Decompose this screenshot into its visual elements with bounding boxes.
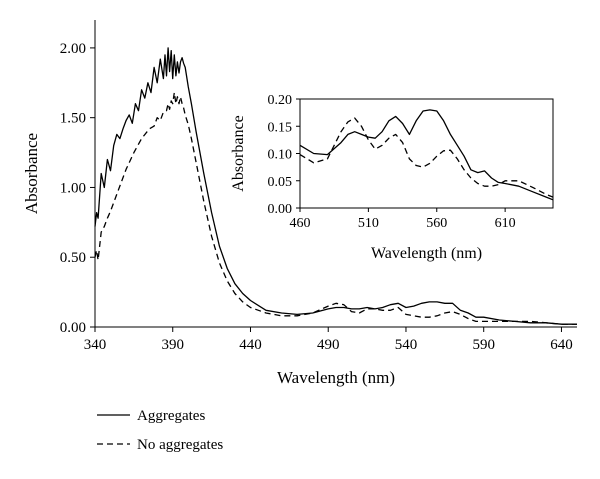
inset-y-tick-label: 0.05 <box>268 175 293 190</box>
main-x-tick-label: 340 <box>84 337 107 353</box>
inset-x-tick-label: 610 <box>495 216 516 231</box>
main-chart: 0.00 0.50 1.00 1.50 2.00 340 390 440 490 540 590 64… <box>22 20 577 387</box>
main-x-tick-label: 590 <box>472 337 495 353</box>
main-y-tick-label: 1.00 <box>60 180 86 196</box>
main-x-tick-label: 440 <box>239 337 262 353</box>
inset-x-tick-label: 560 <box>426 216 447 231</box>
inset-plot-frame <box>299 98 554 209</box>
legend: Aggregates No aggregates <box>97 408 223 453</box>
main-y-tick-label: 1.50 <box>60 111 86 127</box>
main-y-tick-label: 0.00 <box>60 320 86 336</box>
main-series-aggregates <box>94 47 577 325</box>
inset-y-axis-title: Absorbance <box>230 115 247 191</box>
inset-x-axis-title: Wavelength (nm) <box>371 245 482 262</box>
inset-series-no-aggregates <box>299 117 554 198</box>
main-x-axis-title: Wavelength (nm) <box>277 368 395 387</box>
main-x-tick-label: 390 <box>161 337 184 353</box>
legend-label-aggregates: Aggregates <box>137 408 205 424</box>
main-y-axis-title: Absorbance <box>22 133 41 214</box>
main-y-tick-label: 0.50 <box>60 250 86 266</box>
main-y-tick-label: 2.00 <box>60 41 86 57</box>
inset-y-tick-label: 0.10 <box>268 148 293 163</box>
main-series-no-aggregates <box>94 91 577 325</box>
main-x-tick-label: 640 <box>550 337 573 353</box>
main-x-tick-label: 540 <box>395 337 418 353</box>
inset-series-aggregates <box>299 109 554 201</box>
inset-x-tick-label: 510 <box>358 216 379 231</box>
legend-label-no-aggregates: No aggregates <box>137 437 223 453</box>
inset-y-tick-label: 0.15 <box>268 120 293 135</box>
inset-y-tick-label: 0.20 <box>268 93 293 108</box>
inset-chart: 0.00 0.05 0.10 0.15 0.20 460 510 560 610 Waveleng… <box>230 93 554 262</box>
main-x-tick-label: 490 <box>317 337 340 353</box>
inset-x-tick-label: 460 <box>290 216 311 231</box>
inset-y-tick-label: 0.00 <box>268 202 293 217</box>
